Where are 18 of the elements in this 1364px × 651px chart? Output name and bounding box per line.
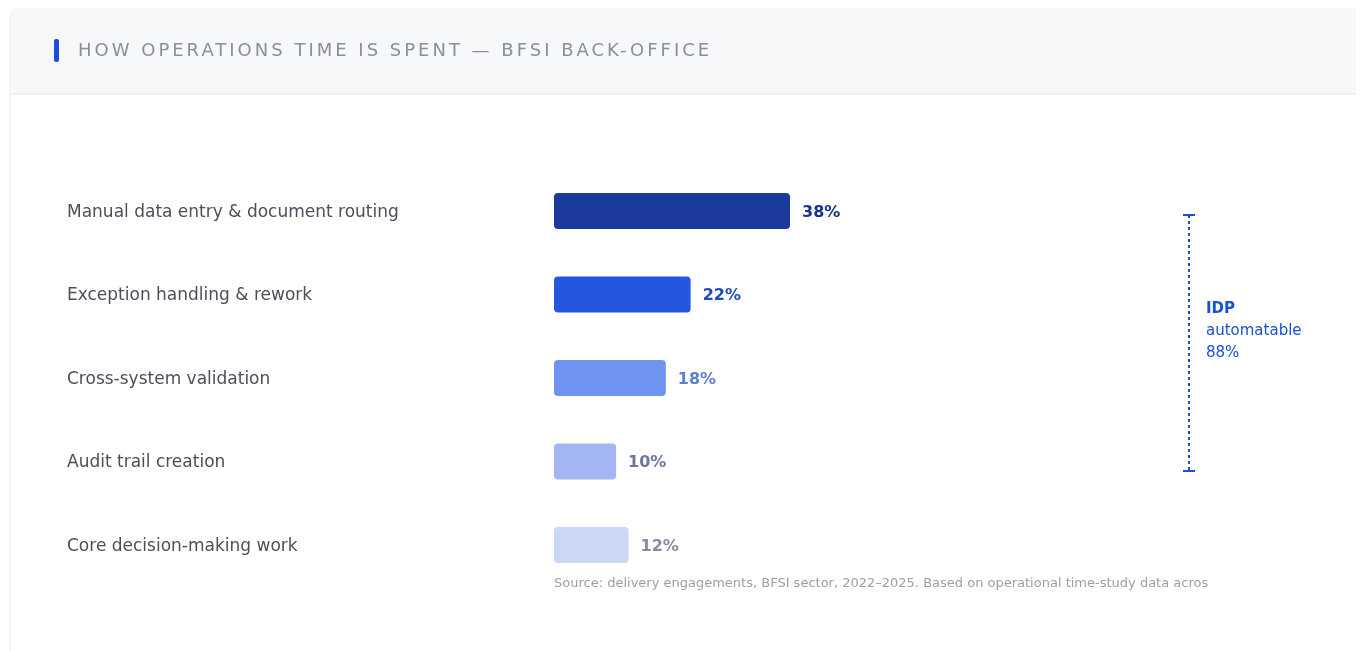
data-label: 10% [628, 452, 667, 472]
bar [554, 360, 666, 396]
bar [554, 527, 629, 563]
bar [554, 276, 691, 313]
y-tick-label: Manual data entry & document routing [67, 200, 399, 221]
bar [554, 443, 617, 480]
annotation: Source: delivery engagements, BFSI sector, 2022–2025. Based on operational time-study data acros [554, 574, 1209, 590]
data-label: 12% [640, 535, 679, 555]
data-label: 38% [802, 201, 841, 221]
text: HOW OPERATIONS TIME IS SPENT — BFSI BACK-OFFICE [78, 39, 713, 61]
data-label: 22% [702, 285, 741, 305]
y-tick-label: Exception handling & rework [67, 284, 313, 305]
data-label: 18% [677, 368, 717, 388]
bar [554, 193, 790, 229]
text: IDP automatable 88% [1206, 299, 1302, 361]
y-tick-label: Core decision-making work [67, 534, 298, 555]
y-tick-label: Cross-system validation [67, 367, 271, 388]
y-tick-label: Audit trail creation [67, 451, 226, 472]
